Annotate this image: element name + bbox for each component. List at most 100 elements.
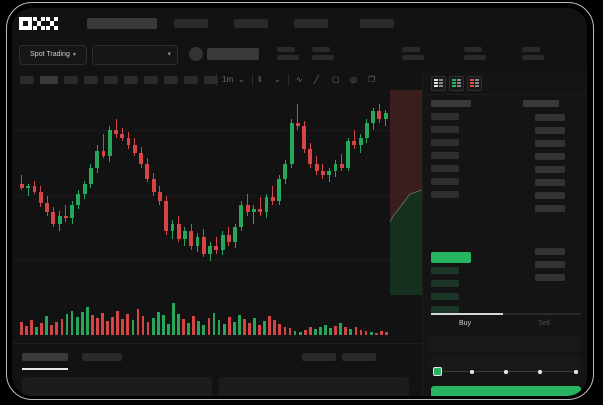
orderbook-bid-row[interactable] xyxy=(431,280,459,287)
orderbook-bid-row[interactable] xyxy=(431,293,459,300)
candlestick-chart[interactable] xyxy=(12,90,422,295)
candle-body xyxy=(327,171,332,176)
slider-stop-25[interactable] xyxy=(470,370,474,374)
trading-pair-select[interactable]: ▾ xyxy=(92,45,178,65)
candle xyxy=(164,195,169,235)
candle-body xyxy=(145,163,150,179)
candle-body xyxy=(346,141,350,168)
volume-bar xyxy=(40,322,44,335)
chart-gridline xyxy=(12,130,422,131)
candle xyxy=(195,232,200,252)
drawing-pencil-icon[interactable]: ╱ xyxy=(314,75,319,84)
orderbook-mode-both-icon[interactable] xyxy=(431,76,446,91)
instrument-bar: Spot Trading ▾ ▾ xyxy=(12,40,587,70)
candle xyxy=(346,137,350,172)
trading-mode-label: Spot Trading xyxy=(30,51,70,58)
place-order-button[interactable] xyxy=(431,386,581,396)
nav-item-more[interactable] xyxy=(360,19,394,28)
orderbook-bid-row[interactable] xyxy=(431,267,459,274)
volume-bar xyxy=(248,322,251,335)
settings-gear-icon[interactable]: ◎ xyxy=(350,75,357,84)
trade-row xyxy=(535,153,565,160)
trade-row xyxy=(535,179,565,186)
slider-stop-50[interactable] xyxy=(504,370,508,374)
bottom-action-2[interactable] xyxy=(342,353,376,361)
candle xyxy=(258,197,263,217)
toolbar-chip-2[interactable] xyxy=(40,76,58,84)
indicator-wave-icon[interactable]: ∿ xyxy=(296,75,303,84)
volume-bar xyxy=(263,320,267,335)
volume-bar xyxy=(80,312,84,335)
volume-bar xyxy=(126,314,130,335)
candle-body xyxy=(258,208,263,213)
volume-bar xyxy=(283,326,287,335)
toolbar-chip-7[interactable] xyxy=(144,76,158,84)
candle-wick xyxy=(328,167,330,183)
interval-chevron-icon[interactable]: ⌄ xyxy=(238,75,245,84)
toolbar-chip-8[interactable] xyxy=(164,76,178,84)
orderbook-ask-row[interactable] xyxy=(431,113,459,120)
candle-type-icon[interactable]: ‖ xyxy=(258,75,262,84)
slider-stop-75[interactable] xyxy=(538,370,542,374)
candle-body xyxy=(151,178,156,192)
order-amount-field[interactable] xyxy=(429,356,581,372)
candle-body xyxy=(114,130,118,134)
bottom-tab-open-orders[interactable] xyxy=(22,353,68,361)
trade-row xyxy=(535,205,565,212)
candle-body xyxy=(157,191,162,202)
nav-item-trade[interactable] xyxy=(234,19,268,28)
nav-item-markets[interactable] xyxy=(174,19,208,28)
slider-handle[interactable] xyxy=(433,367,442,376)
orderbook-ask-row[interactable] xyxy=(431,191,459,198)
candle xyxy=(270,186,275,205)
toolbar-chip-6[interactable] xyxy=(124,76,138,84)
bottom-action-1[interactable] xyxy=(302,353,336,361)
order-price-field[interactable] xyxy=(429,336,581,352)
volume-bar xyxy=(212,313,216,335)
volume-bar xyxy=(75,317,79,335)
toolbar-chip-4[interactable] xyxy=(84,76,98,84)
orderbook-mode-asks-icon[interactable] xyxy=(467,76,482,91)
tab-sell[interactable]: Sell xyxy=(538,320,550,327)
snapshot-camera-icon[interactable]: ▢ xyxy=(332,75,340,84)
nav-item-derivatives[interactable] xyxy=(294,19,328,28)
toolbar-chip-9[interactable] xyxy=(184,76,198,84)
toolbar-divider xyxy=(288,74,289,86)
global-search-input[interactable] xyxy=(87,18,157,29)
order-amount-slider[interactable] xyxy=(433,367,581,377)
candle xyxy=(82,180,87,200)
candle-chevron-icon[interactable]: ⌄ xyxy=(274,75,281,84)
chart-gridline xyxy=(12,260,422,261)
chart-toolbar: 1m ⌄ ‖ ⌄ ∿ ╱ ▢ ◎ ❐ xyxy=(12,70,422,91)
slider-stop-100[interactable] xyxy=(574,370,578,374)
trading-mode-select[interactable]: Spot Trading ▾ xyxy=(19,45,87,65)
interval-icon[interactable]: 1m xyxy=(222,75,234,84)
fullscreen-icon[interactable]: ❐ xyxy=(368,75,376,84)
orderbook-ask-row[interactable] xyxy=(431,139,459,146)
orderbook-bid-row[interactable] xyxy=(431,306,459,313)
volume-bar xyxy=(344,326,348,335)
toolbar-chip-5[interactable] xyxy=(104,76,118,84)
orderbook-ask-row[interactable] xyxy=(431,126,459,133)
candle-body xyxy=(70,204,75,218)
okx-logo-icon[interactable] xyxy=(19,17,59,30)
candle-body xyxy=(82,184,87,194)
order-form-fields xyxy=(429,336,581,396)
candle-body xyxy=(201,236,206,254)
orderbook-ask-row[interactable] xyxy=(431,178,459,185)
toolbar-chip-1[interactable] xyxy=(20,76,34,84)
candle xyxy=(295,104,300,131)
orderbook-ask-row[interactable] xyxy=(431,152,459,159)
orderbook-mode-bids-icon[interactable] xyxy=(449,76,464,91)
volume-bar xyxy=(237,315,241,335)
tab-buy[interactable]: Buy xyxy=(458,320,472,327)
bottom-card-left[interactable] xyxy=(22,377,212,396)
toolbar-chip-10[interactable] xyxy=(204,76,218,84)
bottom-card-right[interactable] xyxy=(219,377,409,396)
orderbook-ask-row[interactable] xyxy=(431,165,459,172)
toolbar-chip-3[interactable] xyxy=(64,76,78,84)
volume-bar xyxy=(30,319,33,335)
volume-bar xyxy=(161,315,165,335)
candle-body xyxy=(26,186,31,189)
bottom-tab-order-history[interactable] xyxy=(82,353,122,361)
